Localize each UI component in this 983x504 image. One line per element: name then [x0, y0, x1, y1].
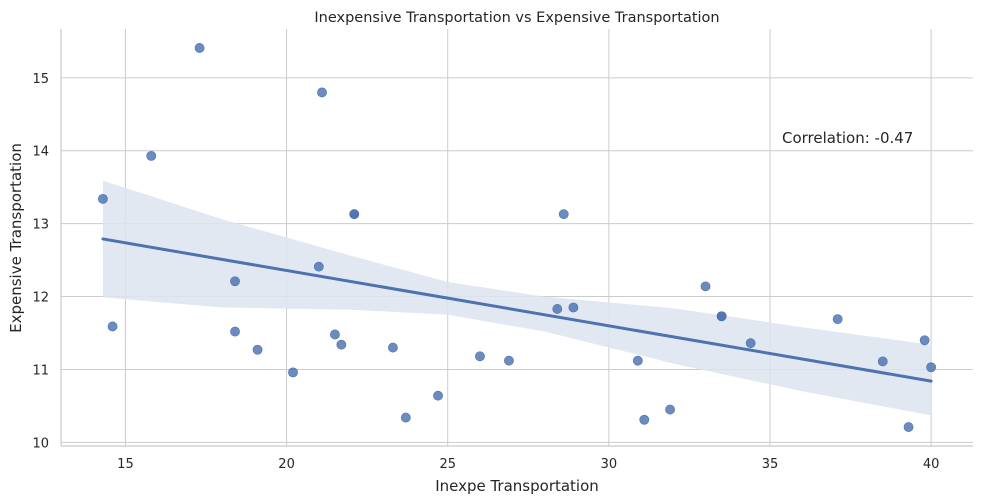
data-point: [230, 276, 240, 287]
data-point: [568, 302, 579, 313]
data-point: [313, 261, 324, 272]
data-point: [230, 326, 240, 337]
regression-line: [101, 237, 933, 383]
data-point: [330, 329, 340, 340]
data-point: [639, 414, 650, 425]
tick-labels: 15 20 25 30 35 40 10 11 12 13 14 15: [32, 72, 939, 472]
x-tick-label: 35: [762, 457, 779, 472]
x-tick-label: 25: [439, 457, 456, 472]
axes: [60, 29, 973, 447]
data-point: [716, 311, 727, 322]
data-point: [146, 150, 157, 161]
data-point: [919, 335, 930, 346]
correlation-annotation: Correlation: -0.47: [782, 129, 913, 147]
data-point: [194, 43, 205, 53]
y-tick-label: 15: [32, 72, 49, 87]
x-tick-label: 40: [923, 457, 940, 472]
data-point: [558, 209, 569, 220]
x-tick-label: 15: [117, 457, 134, 472]
data-point: [107, 321, 118, 332]
data-point: [400, 412, 411, 423]
confidence-band: [102, 180, 932, 416]
regression-line-layer: [101, 237, 933, 383]
data-point: [745, 338, 756, 349]
y-tick-label: 14: [32, 145, 49, 160]
x-tick-label: 30: [601, 457, 618, 472]
data-point: [665, 404, 675, 415]
data-point: [700, 281, 711, 292]
data-point: [288, 367, 298, 378]
data-point: [97, 193, 108, 204]
data-point: [433, 390, 443, 401]
data-point: [349, 209, 360, 220]
data-point: [903, 422, 914, 432]
data-point: [832, 314, 843, 325]
data-point: [317, 87, 327, 98]
y-tick-label: 11: [32, 363, 49, 378]
confidence-band-layer: [102, 180, 932, 416]
data-point: [552, 304, 563, 314]
data-point: [336, 339, 347, 350]
data-point: [877, 356, 888, 367]
y-tick-label: 13: [32, 218, 49, 233]
data-point: [475, 351, 485, 362]
x-axis-label: Inexpe Transportation: [435, 477, 599, 495]
data-point: [388, 342, 398, 353]
y-axis-label: Expensive Transportation: [7, 143, 25, 333]
data-point: [632, 355, 643, 366]
points-layer: [97, 43, 937, 432]
data-point: [252, 344, 263, 355]
data-point: [926, 362, 937, 373]
x-tick-label: 20: [278, 457, 295, 472]
y-tick-label: 10: [32, 436, 49, 451]
y-tick-label: 12: [32, 291, 49, 306]
data-point: [504, 355, 514, 366]
chart-title: Inexpensive Transportation vs Expensive …: [314, 10, 719, 26]
